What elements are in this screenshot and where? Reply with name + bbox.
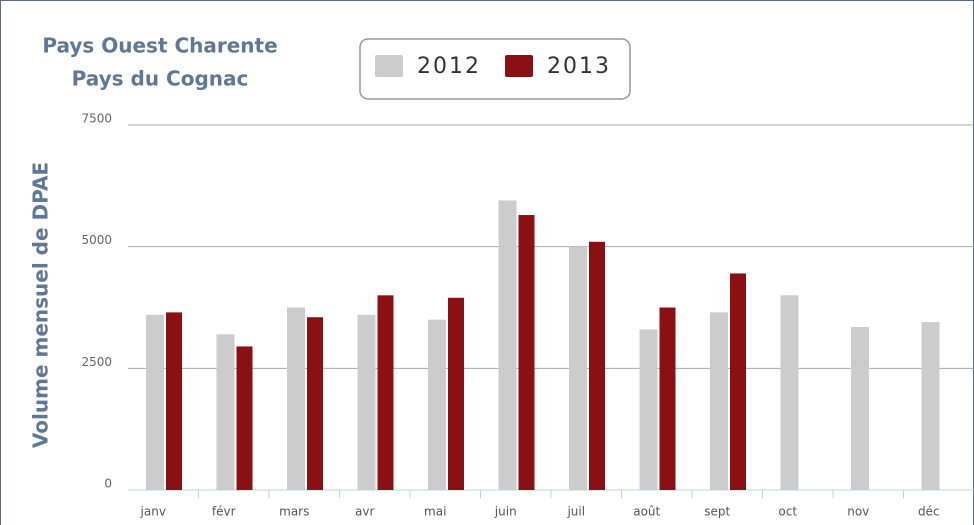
bar bbox=[166, 312, 182, 490]
x-tick-label: août bbox=[633, 505, 660, 519]
bar bbox=[851, 326, 869, 490]
bar bbox=[780, 295, 799, 490]
x-tick-label: sept bbox=[704, 505, 730, 519]
bar bbox=[428, 319, 446, 490]
x-tick-label: mars bbox=[279, 505, 309, 519]
x-tick-label: juil bbox=[566, 505, 585, 519]
bar bbox=[518, 215, 535, 491]
bar bbox=[216, 334, 235, 490]
bar bbox=[498, 200, 517, 490]
bar bbox=[448, 297, 464, 490]
bar bbox=[569, 246, 587, 490]
bar bbox=[287, 307, 305, 490]
bar bbox=[730, 273, 746, 490]
x-tick-label: nov bbox=[847, 505, 869, 519]
legend-swatch bbox=[375, 55, 403, 77]
bar bbox=[236, 346, 253, 490]
bar bbox=[377, 295, 394, 490]
y-tick-label: 7500 bbox=[81, 112, 112, 126]
bar bbox=[357, 314, 376, 490]
legend bbox=[359, 38, 631, 100]
y-tick-label: 5000 bbox=[81, 233, 112, 247]
x-tick-label: mai bbox=[424, 505, 446, 519]
x-tick-label: juin bbox=[494, 505, 517, 519]
legend-label: 2013 bbox=[547, 54, 611, 79]
y-tick-label: 0 bbox=[104, 477, 112, 491]
x-tick-label: avr bbox=[355, 505, 374, 519]
y-axis-label: Volume mensuel de DPAE bbox=[29, 162, 53, 448]
bar bbox=[146, 314, 164, 490]
bar bbox=[307, 317, 323, 490]
y-tick-label: 2500 bbox=[81, 355, 112, 369]
x-tick-label: oct bbox=[778, 505, 797, 519]
bar bbox=[639, 329, 658, 490]
x-tick-label: févr bbox=[212, 505, 236, 519]
bar bbox=[710, 312, 728, 490]
legend-label: 2012 bbox=[417, 54, 481, 79]
bar bbox=[659, 307, 676, 490]
bar bbox=[921, 322, 940, 490]
chart-title: Pays Ouest Charente bbox=[42, 34, 277, 58]
x-tick-label: janv bbox=[140, 505, 166, 519]
chart-subtitle: Pays du Cognac bbox=[72, 67, 249, 91]
legend-swatch bbox=[505, 55, 533, 77]
bar bbox=[589, 241, 605, 490]
x-tick-label: déc bbox=[918, 505, 940, 519]
